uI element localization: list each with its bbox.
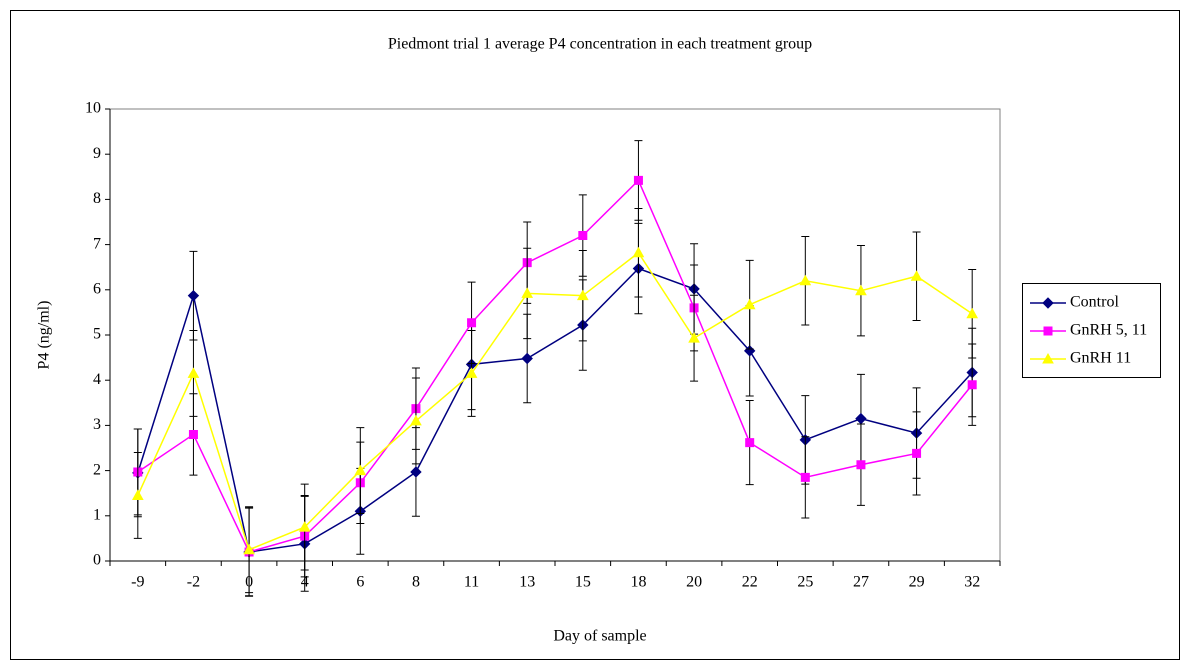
data-point	[243, 543, 255, 555]
data-point	[521, 352, 533, 365]
data-point	[966, 307, 979, 319]
data-point	[856, 460, 866, 470]
y-tick-label: 5	[93, 326, 101, 343]
data-point	[410, 414, 422, 426]
data-point	[967, 380, 977, 390]
legend-label: GnRH 5, 11	[1070, 322, 1147, 339]
legend-marker	[1042, 297, 1054, 309]
data-point	[910, 270, 923, 281]
x-tick-label: 18	[630, 574, 646, 591]
y-tick-label: 0	[93, 552, 101, 569]
data-point	[187, 289, 200, 302]
x-tick-label: 6	[356, 574, 364, 591]
x-tick-label: 25	[797, 574, 813, 591]
y-tick-label: 9	[93, 145, 101, 162]
y-axis-label: P4 (ng/ml)	[36, 301, 53, 370]
y-tick-label: 8	[93, 190, 101, 207]
x-tick-label: 32	[964, 574, 980, 591]
x-tick-label: -2	[187, 574, 200, 591]
data-point	[688, 332, 700, 343]
x-tick-label: 8	[412, 574, 420, 591]
data-point	[188, 429, 198, 439]
x-tick-label: 20	[686, 574, 702, 591]
y-tick-label: 4	[93, 371, 101, 388]
data-point	[799, 274, 812, 286]
x-tick-label: -9	[131, 574, 144, 591]
series-line	[137, 251, 973, 551]
legend-label: Control	[1070, 294, 1119, 311]
x-tick-label: 15	[575, 574, 591, 591]
x-tick-label: 29	[909, 574, 925, 591]
data-point	[743, 298, 756, 310]
x-tick-label: 11	[464, 574, 479, 591]
legend-marker	[1042, 352, 1054, 364]
x-tick-label: 13	[519, 574, 535, 591]
data-point	[298, 521, 311, 532]
data-point	[633, 175, 643, 185]
data-point	[578, 231, 588, 241]
series-line	[137, 267, 973, 553]
x-tick-label: 27	[853, 574, 869, 591]
data-point	[912, 448, 922, 458]
data-point	[354, 464, 367, 476]
series-line	[137, 179, 973, 553]
y-tick-label: 6	[93, 280, 101, 297]
y-tick-label: 1	[93, 506, 101, 523]
data-point	[745, 438, 755, 448]
data-point	[855, 284, 867, 296]
legend-marker	[1043, 326, 1053, 336]
data-point	[521, 287, 534, 298]
legend-label: GnRH 11	[1070, 350, 1131, 367]
data-point	[632, 246, 645, 258]
data-point	[465, 367, 478, 378]
x-tick-label: 22	[742, 574, 758, 591]
y-tick-label: 3	[93, 416, 101, 433]
data-point	[467, 318, 477, 328]
chart-border	[10, 10, 1180, 660]
y-tick-label: 7	[93, 235, 101, 252]
data-point	[800, 472, 810, 482]
chart-title: Piedmont trial 1 average P4 concentratio…	[388, 36, 812, 53]
y-tick-label: 10	[85, 100, 101, 117]
data-point	[131, 489, 144, 500]
data-point	[187, 367, 200, 378]
data-point	[576, 289, 589, 301]
y-tick-label: 2	[93, 461, 101, 478]
data-point	[410, 466, 422, 478]
x-axis-label: Day of sample	[553, 628, 646, 645]
